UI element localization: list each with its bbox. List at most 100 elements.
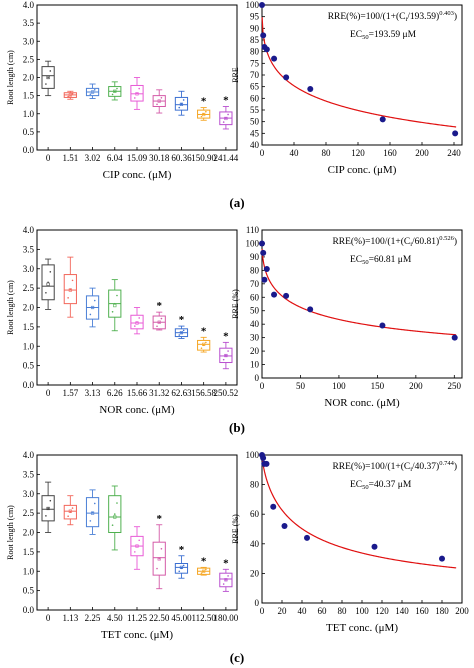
box-iqr [130,314,144,330]
box-sample [116,502,118,504]
b-box-box-8 [219,341,233,370]
c-box-ytick-label: 0.5 [23,586,35,596]
box-sample [47,281,49,284]
b-box-significance-star: * [201,325,207,337]
b-fit-ytick-label: 90 [250,252,260,262]
c-fit-ytick-label: 100 [246,450,260,460]
c-box-xtick-label: 2.25 [85,613,101,623]
c-fit-data-point [439,555,445,562]
a-fit-data-point [283,74,290,81]
c-fit-data-point [371,543,378,550]
a-fit-xtick-label: 120 [351,148,365,158]
box-mean [157,557,161,561]
box-iqr [41,264,55,301]
a-box-ytick-label: 3.5 [23,18,35,28]
box-sample [225,354,227,357]
box-sample [49,70,52,72]
b-box-ytick-label: 1.5 [23,322,35,332]
c-fit-data-point [263,460,270,467]
box-sample [93,89,96,91]
a-fit-data-point [260,32,267,39]
a-fit-data-point [452,130,459,137]
b-box-xtick-label: 250.52 [214,388,239,398]
a-fit-ec50: EC50=193.59 μM [350,30,417,41]
c-box-xtick-label: 4.50 [107,613,123,623]
box-mean [202,112,206,117]
box-sample [156,567,158,570]
box-mean [202,569,206,573]
box-iqr [219,347,233,364]
box-sample [71,507,74,509]
box-mean [224,116,228,121]
c-box-ytick-label: 1.5 [23,547,35,557]
c-box-box-5 [152,524,166,590]
b-box-ytick-label: 4.0 [23,225,35,235]
a-fit-xtick-label: 160 [383,148,397,158]
b-box-group: 0.0 0.5 1.0 1.5 2.0 2.5 3.0 3.5 4.0 0 1.57 3.13 6.26… [6,225,238,416]
box-sample [158,321,161,324]
box-sample [89,520,92,522]
a-fit-ytick-label: 55 [250,105,260,115]
c-box-box-6 [174,555,189,579]
c-fit-xtick-label: 140 [395,606,409,616]
a-box-ytick-label: 1.5 [23,91,35,101]
b-box-xtick-label: 15.66 [127,388,148,398]
box-sample [182,564,185,567]
a-fit-xtick-label: 240 [447,148,461,158]
b-box-box-4 [130,307,144,335]
c-box-ytick-label: 3.5 [23,469,35,479]
box-mean [179,331,184,335]
b-box-xtick-label: 156.58 [191,388,216,398]
a-fit-data-point [307,86,314,92]
b-fit-frame [261,229,463,379]
a-fit-ytick-label: 75 [250,58,260,68]
b-box-xtick-label: 3.13 [85,388,101,398]
c-fit-fit-curve [261,457,457,569]
b-fit-ytick-label: 40 [250,319,260,329]
box-sample [180,567,183,570]
a-box-xtick-label: 241.44 [214,153,239,163]
b-box-ytick-label: 0.5 [23,361,35,371]
box-mean [157,99,161,103]
b-box-significance-star: * [179,314,185,326]
b-fit-ytick-label: 80 [250,265,260,275]
a-fit-ytick-label: 80 [250,47,260,57]
box-sample [134,325,136,327]
box-sample [225,579,227,581]
box-mean [157,320,161,324]
a-box-xtick-label: 15.09 [127,153,148,163]
b-box-xlabel: NOR conc. (μM) [99,404,175,416]
box-iqr [108,495,122,533]
c-box-xtick-label: 11.25 [127,613,147,623]
box-iqr [130,84,144,102]
c-box-xlabel: TET conc. (μM) [101,629,173,641]
b-fit-ec50: EC50=60.81 μM [350,255,412,266]
box-sample [116,294,118,297]
c-box-significance-star: * [201,555,207,567]
b-fit-xlabel: NOR conc. (μM) [324,397,400,409]
c-box-box-8 [219,568,233,592]
box-sample [205,341,207,344]
a-box-xtick-label: 3.02 [85,153,101,163]
box-sample [45,515,47,517]
a-box-xlabel: CIP conc. (μM) [103,169,172,181]
box-sample [91,306,94,309]
c-box-ytick-label: 3.0 [23,489,35,499]
c-fit-ylabel: RRE (%) [231,514,240,544]
box-sample [222,583,225,585]
c-fit-equation: RRE(%)=100/(1+(Ci/40.37)0.744) [332,460,457,473]
c-box-box-7 [197,566,211,576]
c-box-xtick-label: 45.00 [171,613,192,623]
a-fit-data-point [263,46,270,53]
a-box-ytick-label: 0.5 [23,127,35,137]
a-box-xtick-label: 60.36 [171,153,192,163]
a-box-xtick-label: 1.51 [62,153,78,163]
a-fit-equation: RRE(%)=100/(1+(Ci/193.59)0.403) [328,10,457,23]
box-sample [113,513,116,515]
c-fit-xtick-label: 180 [435,606,449,616]
b-box-box-3 [108,279,122,332]
a-fit-data-point [259,2,265,8]
a-fit-xlabel: CIP conc. (μM) [328,164,397,176]
box-iqr [41,66,55,89]
c-fit-xtick-label: 160 [415,606,429,616]
